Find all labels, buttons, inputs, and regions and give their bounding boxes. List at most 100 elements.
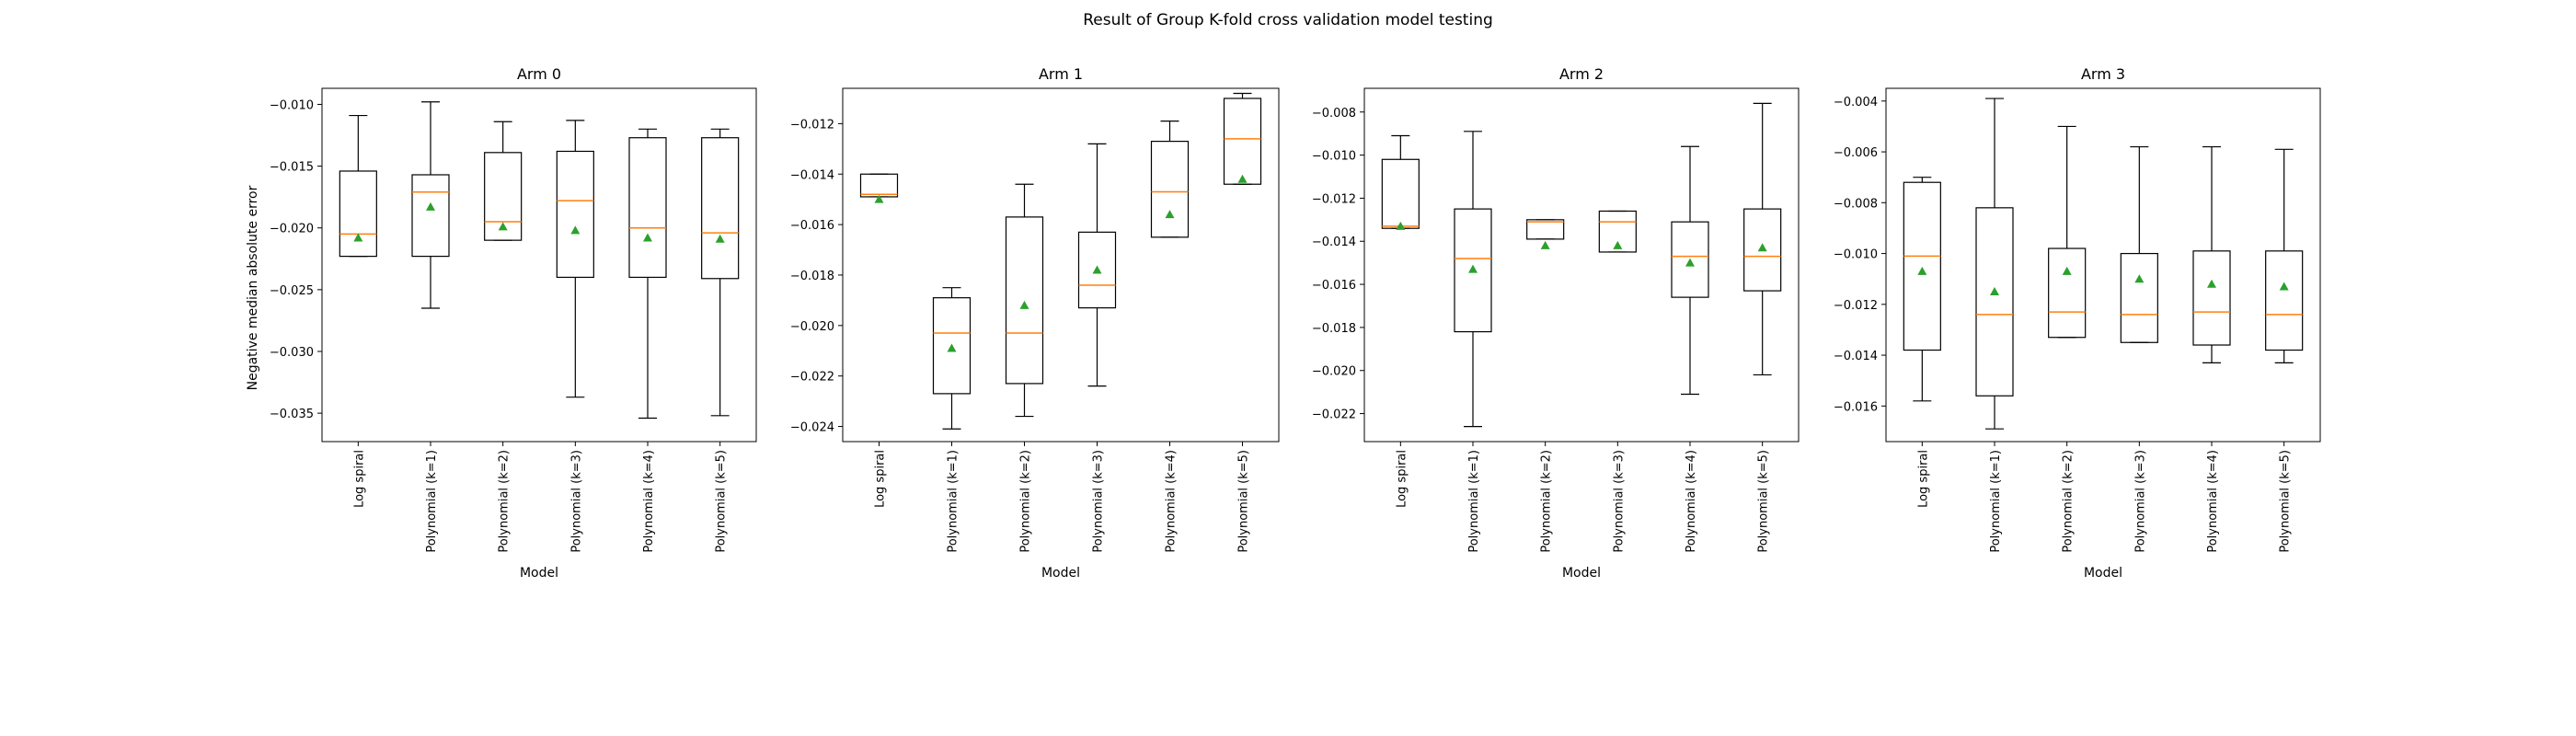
mean-marker bbox=[947, 343, 957, 352]
y-tick-label: −0.016 bbox=[790, 219, 834, 233]
box-5 bbox=[701, 128, 740, 417]
mean-marker bbox=[1540, 240, 1550, 249]
y-tick-label: −0.022 bbox=[790, 371, 834, 385]
mean-marker bbox=[643, 233, 652, 242]
y-tick-label: −0.016 bbox=[1312, 279, 1356, 293]
x-tick-label: Log spiral bbox=[874, 450, 888, 508]
subplot-title: Arm 3 bbox=[2081, 65, 2125, 83]
mean-marker bbox=[426, 201, 435, 211]
x-tick-label: Polynomial (k=5) bbox=[1757, 450, 1771, 553]
mean-marker bbox=[2062, 266, 2072, 275]
box-4 bbox=[2192, 145, 2231, 363]
y-tick-label: −0.020 bbox=[270, 223, 314, 236]
x-tick-label: Log spiral bbox=[1395, 450, 1409, 508]
subplot-arm-2: Arm 2 −0.008 −0.010 −0.012 −0.014 −0.016 −0.01… bbox=[1312, 65, 1800, 581]
subplots: Arm 0 −0.010 −0.015 −0.020 −0.025 −0.030 −0.03… bbox=[270, 65, 2321, 581]
x-tick-label: Polynomial (k=3) bbox=[569, 450, 583, 553]
box-2 bbox=[1526, 219, 1565, 249]
box-4 bbox=[1671, 145, 1709, 396]
x-tick-label: Polynomial (k=4) bbox=[1165, 450, 1179, 553]
box-2 bbox=[1005, 183, 1044, 418]
y-tick-label: −0.025 bbox=[270, 284, 314, 298]
x-tick-label: Polynomial (k=3) bbox=[1612, 450, 1626, 553]
box-2 bbox=[2048, 125, 2087, 339]
mean-marker bbox=[498, 222, 508, 231]
y-tick-label: −0.012 bbox=[1834, 299, 1878, 313]
y-tick-label: −0.014 bbox=[790, 168, 834, 182]
x-tick-label: Polynomial (k=2) bbox=[2062, 450, 2076, 553]
y-axis-label: Negative median absolute error bbox=[246, 185, 260, 390]
iqr-box bbox=[1671, 221, 1709, 298]
x-tick-label: Polynomial (k=1) bbox=[1989, 450, 2003, 553]
x-tick-label: Polynomial (k=4) bbox=[642, 450, 656, 553]
y-tick-label: −0.018 bbox=[790, 270, 834, 283]
box-3 bbox=[556, 120, 594, 398]
y-tick-label: −0.020 bbox=[790, 320, 834, 334]
x-tick-label: Polynomial (k=4) bbox=[2206, 450, 2220, 553]
y-tick-label: −0.014 bbox=[1834, 350, 1878, 363]
subplot-arm-0: Arm 0 −0.010 −0.015 −0.020 −0.025 −0.030 −0.03… bbox=[270, 65, 757, 581]
iqr-box bbox=[2192, 250, 2231, 346]
x-tick-label: Polynomial (k=3) bbox=[1092, 450, 1106, 553]
mean-marker bbox=[1396, 221, 1406, 230]
y-tick-label: −0.030 bbox=[270, 346, 314, 360]
x-tick-label: Polynomial (k=5) bbox=[2279, 450, 2293, 553]
plot-frame bbox=[1363, 87, 1800, 443]
y-tick-label: −0.022 bbox=[1312, 408, 1356, 422]
box-2 bbox=[484, 121, 523, 241]
box-1 bbox=[411, 101, 450, 309]
x-tick-label: Polynomial (k=2) bbox=[1540, 450, 1554, 553]
mean-marker bbox=[1019, 300, 1029, 309]
mean-marker bbox=[1685, 258, 1695, 267]
y-tick-label: −0.008 bbox=[1834, 197, 1878, 211]
iqr-box bbox=[1526, 219, 1565, 240]
y-tick-label: −0.008 bbox=[1312, 107, 1356, 121]
iqr-box bbox=[1454, 208, 1492, 333]
mean-marker bbox=[2279, 282, 2289, 291]
box-4 bbox=[1150, 121, 1190, 238]
y-tick-label: −0.006 bbox=[1834, 146, 1878, 160]
mean-marker bbox=[2207, 279, 2216, 288]
iqr-box bbox=[1223, 98, 1262, 185]
x-tick-label: Polynomial (k=2) bbox=[498, 450, 512, 553]
subplot-arm-3: Arm 3 −0.004 −0.006 −0.008 −0.010 −0.012 −0.01… bbox=[1834, 65, 2321, 581]
iqr-box bbox=[701, 137, 740, 280]
y-tick-label: −0.014 bbox=[1312, 236, 1356, 249]
box-0 bbox=[339, 114, 377, 258]
box-3 bbox=[2120, 145, 2158, 343]
subplot-title: Arm 1 bbox=[1039, 65, 1083, 83]
figure-title: Result of Group K-fold cross validation … bbox=[1083, 11, 1493, 29]
x-axis-label: Model bbox=[520, 566, 558, 581]
subplot-title: Arm 2 bbox=[1559, 65, 1604, 83]
mean-marker bbox=[1092, 265, 1102, 274]
mean-marker bbox=[1468, 264, 1478, 273]
iqr-box bbox=[1743, 208, 1782, 292]
x-axis-label: Model bbox=[2084, 566, 2122, 581]
iqr-box bbox=[411, 174, 450, 258]
iqr-box bbox=[1005, 216, 1044, 385]
mean-marker bbox=[1613, 240, 1623, 249]
x-axis-label: Model bbox=[1041, 566, 1080, 581]
box-3 bbox=[1077, 143, 1117, 387]
iqr-box bbox=[1077, 231, 1117, 309]
mean-marker bbox=[874, 194, 884, 203]
box-4 bbox=[628, 128, 667, 420]
x-tick-label: Polynomial (k=5) bbox=[1237, 450, 1251, 553]
y-tick-label: −0.010 bbox=[1834, 248, 1878, 262]
x-tick-label: Polynomial (k=1) bbox=[947, 450, 960, 553]
x-tick-label: Log spiral bbox=[352, 450, 366, 508]
y-tick-label: −0.012 bbox=[1312, 192, 1356, 206]
iqr-box bbox=[1381, 158, 1420, 229]
iqr-box bbox=[1903, 181, 1941, 351]
x-axis-label: Model bbox=[1562, 566, 1601, 581]
box-5 bbox=[1743, 102, 1782, 376]
mean-marker bbox=[1237, 174, 1248, 183]
iqr-box bbox=[932, 297, 972, 395]
mean-marker bbox=[353, 233, 363, 242]
plot-frame bbox=[842, 87, 1280, 443]
box-0 bbox=[1903, 177, 1941, 402]
mean-marker bbox=[1990, 287, 1999, 296]
x-tick-label: Log spiral bbox=[1916, 450, 1930, 508]
x-tick-label: Polynomial (k=3) bbox=[2133, 450, 2147, 553]
